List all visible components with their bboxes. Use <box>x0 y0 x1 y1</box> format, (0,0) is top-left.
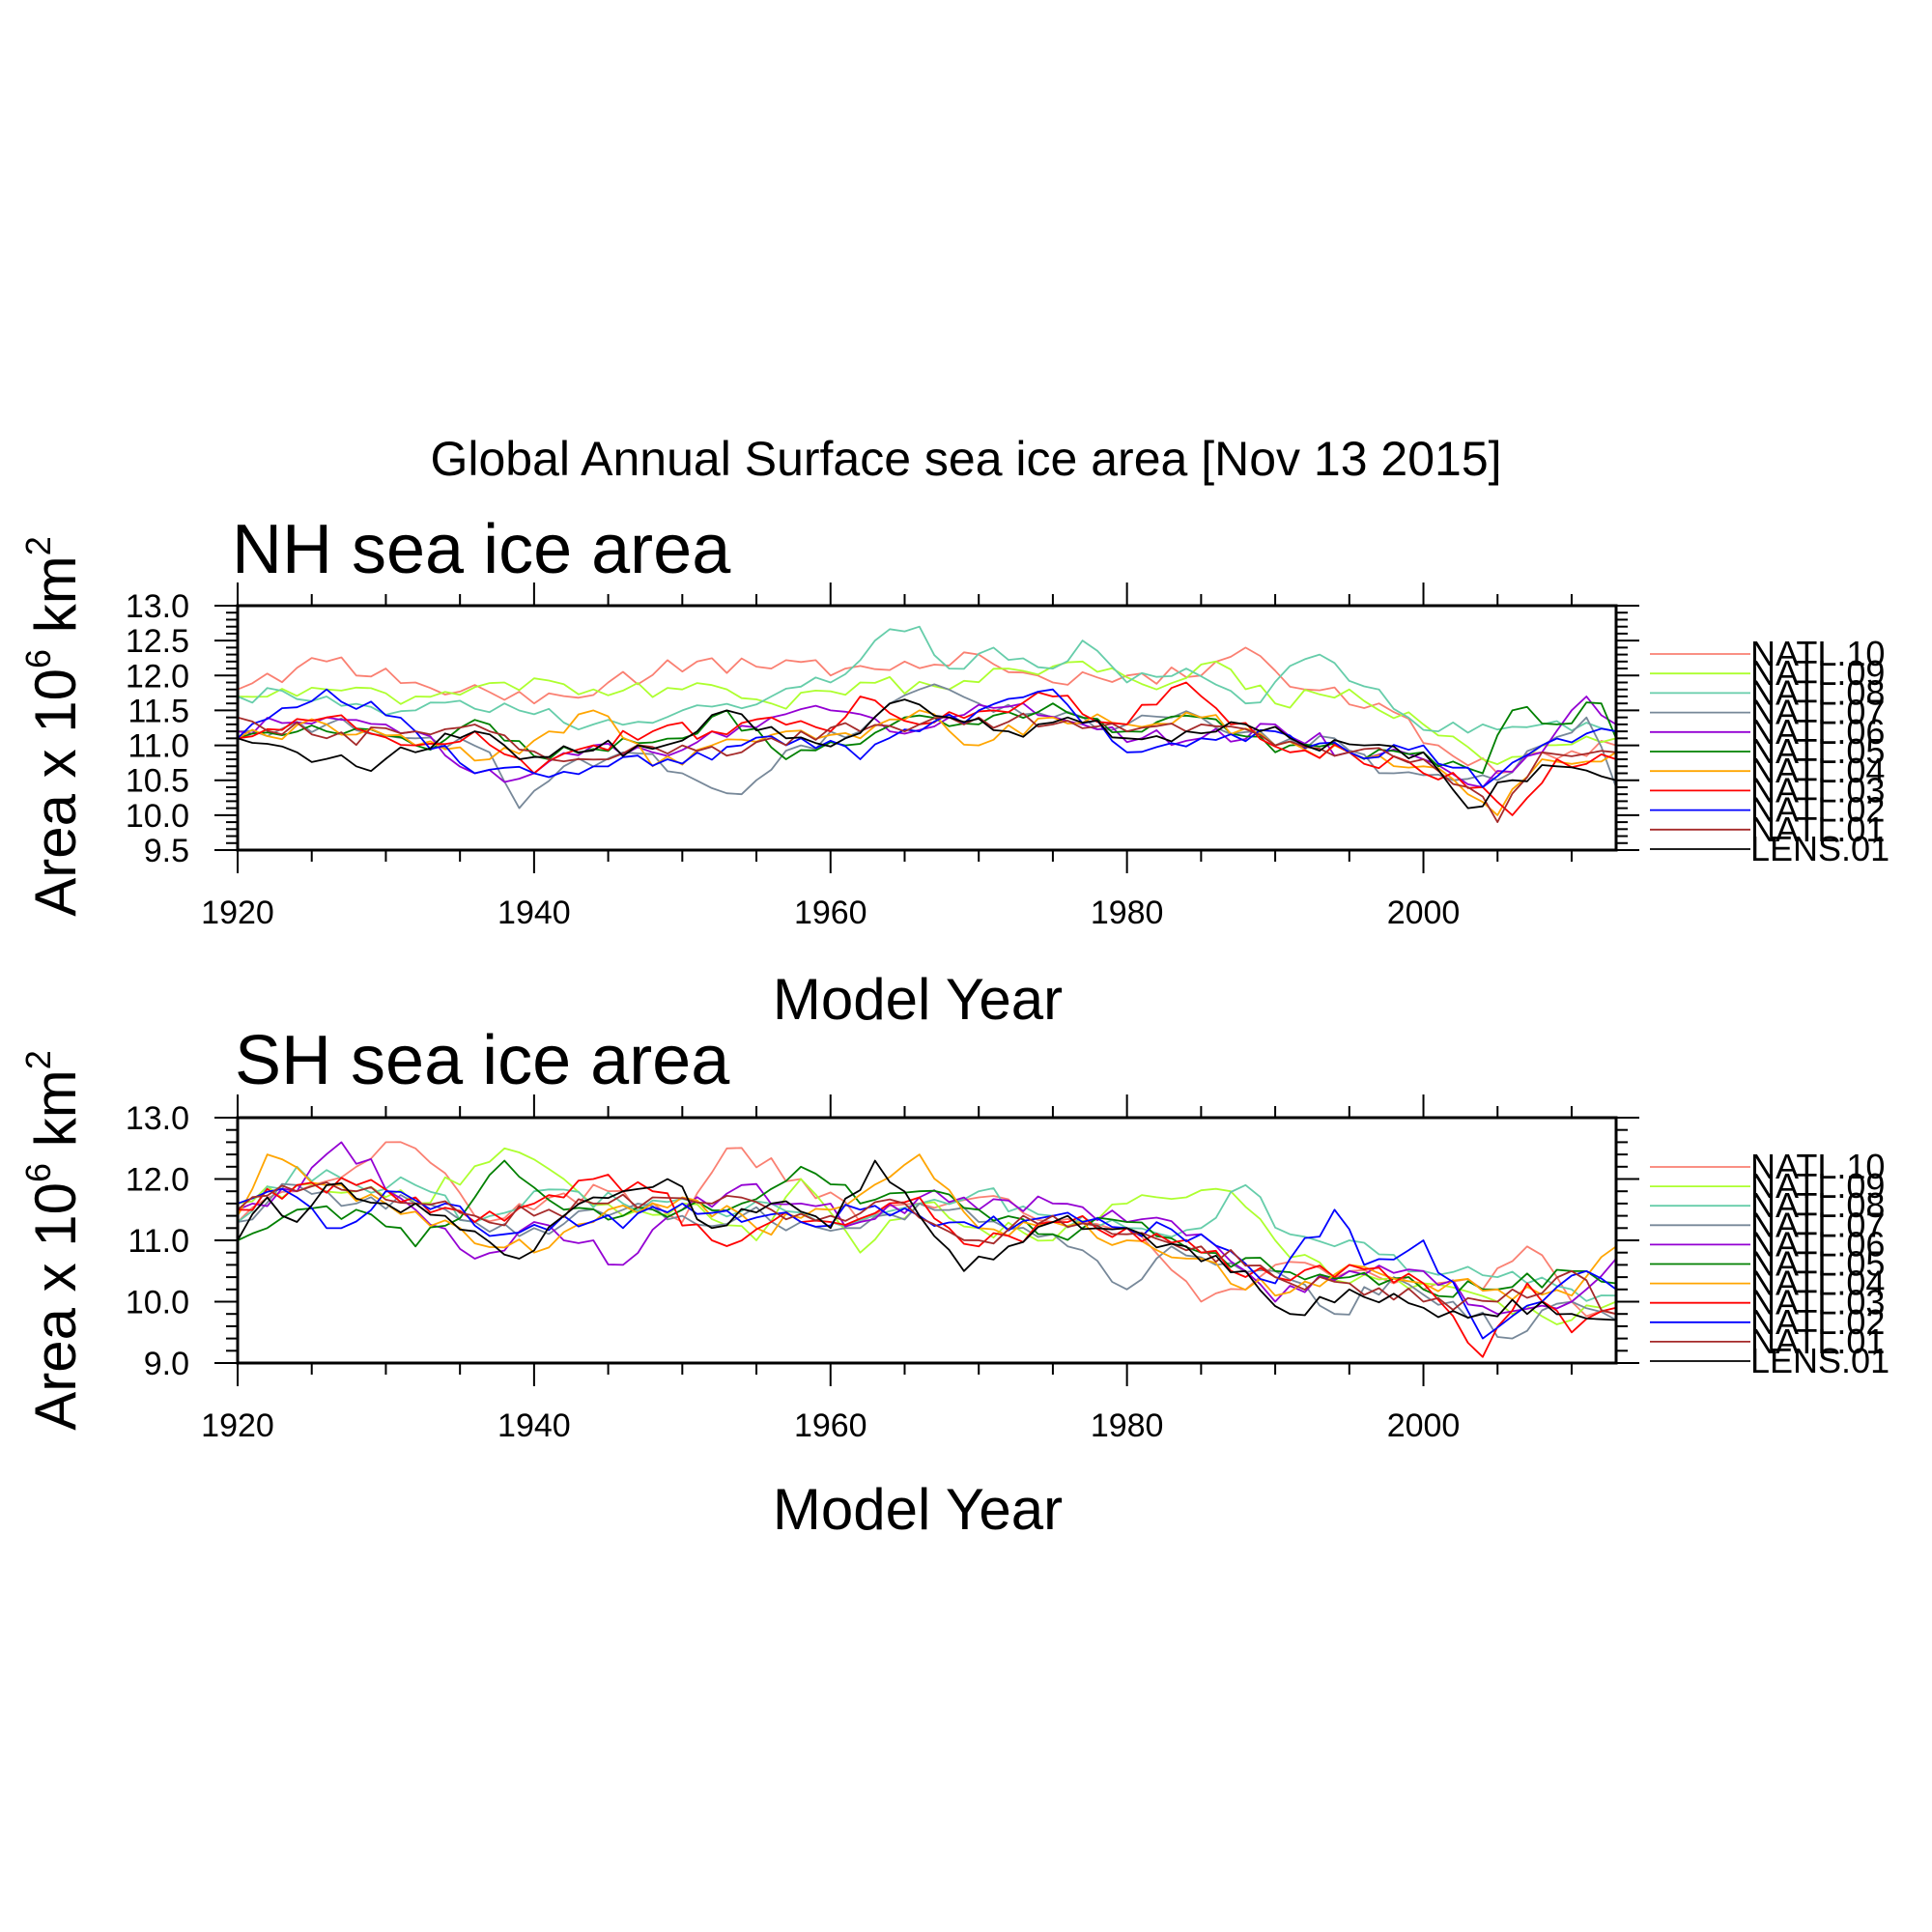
nh-y-tick-label: 10.0 <box>126 798 189 835</box>
nh-series-natl-09 <box>238 660 1616 765</box>
sh-legend-label: NATL.09 <box>1750 1166 1885 1206</box>
nh-series-lens-01 <box>238 698 1616 810</box>
sh-legend-label: NATL.03 <box>1750 1283 1885 1322</box>
sh-legend-label: NATL.02 <box>1750 1302 1885 1342</box>
sh-y-label-prefix: Area x 10 <box>23 1182 88 1431</box>
nh-x-axis-label: Model Year <box>773 967 1063 1032</box>
nh-legend-label: NATL.07 <box>1750 693 1885 732</box>
sh-y-axis-label: Area x 106 km2 <box>18 1050 88 1431</box>
nh-x-tick-label: 1920 <box>201 895 274 931</box>
sh-panel-title: SH sea ice area <box>235 1022 730 1099</box>
sh-y-tick-label: 12.0 <box>126 1162 189 1199</box>
nh-x-tick-label: 1980 <box>1091 895 1164 931</box>
nh-series-natl-04 <box>238 709 1616 816</box>
sh-y-tick-label: 11.0 <box>128 1223 189 1260</box>
sh-series-natl-01 <box>238 1181 1616 1316</box>
sh-x-axis-label: Model Year <box>773 1477 1063 1542</box>
sh-y-tick-label: 10.0 <box>126 1285 189 1321</box>
nh-legend-label: NATL.03 <box>1750 770 1885 810</box>
nh-plot: 1920 1940 1960 1980 20009.510.010.511.011.51… <box>126 582 1889 931</box>
figure-title: Global Annual Surface sea ice area [Nov … <box>430 432 1501 486</box>
nh-y-label-exp: 6 <box>18 649 58 668</box>
nh-legend-label: NATL.02 <box>1750 790 1885 830</box>
sh-legend: NATL.10NATL.09NATL.08NATL.07NATL.06NATL.… <box>1650 1147 1889 1380</box>
nh-y-tick-label: 12.0 <box>126 658 189 695</box>
sh-legend-label: NATL.10 <box>1750 1147 1885 1186</box>
nh-x-tick-label: 1940 <box>497 895 571 931</box>
nh-series-group <box>238 625 1616 823</box>
nh-legend-label: NATL.06 <box>1750 712 1885 752</box>
nh-y-tick-label: 13.0 <box>126 588 189 625</box>
sh-series-natl-02 <box>238 1187 1616 1340</box>
sh-plot-frame <box>236 1116 1618 1365</box>
nh-y-tick-label: 12.5 <box>126 623 189 660</box>
nh-series-natl-08 <box>238 625 1616 734</box>
sh-legend-label: NATL.07 <box>1750 1205 1885 1244</box>
nh-panel-title: NH sea ice area <box>232 511 731 588</box>
sh-y-label-exp: 6 <box>18 1163 58 1182</box>
nh-legend-label: LENS.01 <box>1750 829 1889 868</box>
nh-y-tick-label: 9.5 <box>144 833 189 869</box>
sh-x-tick-label: 1960 <box>794 1407 867 1444</box>
sh-x-tick-label: 1980 <box>1091 1407 1164 1444</box>
sh-legend-label: LENS.01 <box>1750 1341 1889 1380</box>
nh-legend-label: NATL.05 <box>1750 731 1885 771</box>
sh-panel: SH sea ice area 1920 1940 1960 1980 20009.01… <box>18 1022 1889 1542</box>
sh-y-tick-label: 9.0 <box>144 1346 189 1382</box>
nh-legend-label: NATL.10 <box>1750 634 1885 673</box>
sh-plot: 1920 1940 1960 1980 2000 9.0 10.0 11.0 12.0 13.0 N… <box>126 1094 1889 1444</box>
sh-x-tick-label: 2000 <box>1387 1407 1461 1444</box>
sh-series-natl-05 <box>238 1159 1616 1298</box>
sh-x-tick-label: 1940 <box>497 1407 571 1444</box>
nh-legend-label: NATL.04 <box>1750 751 1885 790</box>
sh-series-lens-01 <box>238 1159 1616 1321</box>
sh-y-tick-label: 13.0 <box>126 1100 189 1137</box>
sh-y-label-unit: km <box>23 1069 88 1163</box>
nh-legend: NATL.10NATL.09NATL.08NATL.07NATL.06NATL.… <box>1650 634 1889 868</box>
sh-series-natl-09 <box>238 1147 1616 1325</box>
nh-panel: NH sea ice area 1920 1940 1960 1980 20009.51… <box>18 511 1889 1032</box>
nh-plot-frame <box>236 604 1618 852</box>
sh-series-natl-10 <box>238 1141 1616 1318</box>
nh-x-tick-label: 1960 <box>794 895 867 931</box>
nh-series-natl-01 <box>238 712 1616 823</box>
sh-legend-label: NATL.05 <box>1750 1244 1885 1284</box>
nh-y-label-prefix: Area x 10 <box>23 668 88 917</box>
sh-series-natl-06 <box>238 1141 1616 1316</box>
nh-x-tick-label: 2000 <box>1387 895 1461 931</box>
sh-legend-label: NATL.08 <box>1750 1185 1885 1225</box>
nh-legend-label: NATL.08 <box>1750 672 1885 712</box>
nh-y-label-unit: km <box>23 555 88 649</box>
nh-series-natl-02 <box>238 688 1616 788</box>
nh-series-natl-10 <box>238 646 1616 775</box>
nh-y-tick-label: 11.0 <box>128 728 189 765</box>
nh-y-tick-label: 11.5 <box>128 693 189 729</box>
sh-y-label-unit-exp: 2 <box>18 1050 58 1069</box>
nh-series-natl-07 <box>238 683 1616 810</box>
nh-legend-label: NATL.09 <box>1750 653 1885 693</box>
nh-y-axis-label: Area x 106 km2 <box>18 536 88 917</box>
nh-y-label-unit-exp: 2 <box>18 536 58 555</box>
nh-y-tick-label: 10.5 <box>126 763 189 800</box>
sh-series-group <box>238 1141 1616 1358</box>
sh-legend-label: NATL.04 <box>1750 1264 1885 1303</box>
nh-legend-label: NATL.01 <box>1750 810 1885 849</box>
sh-legend-label: NATL.06 <box>1750 1224 1885 1264</box>
sh-x-tick-label: 1920 <box>201 1407 274 1444</box>
sh-legend-label: NATL.01 <box>1750 1321 1885 1361</box>
nh-series-natl-03 <box>238 681 1616 816</box>
